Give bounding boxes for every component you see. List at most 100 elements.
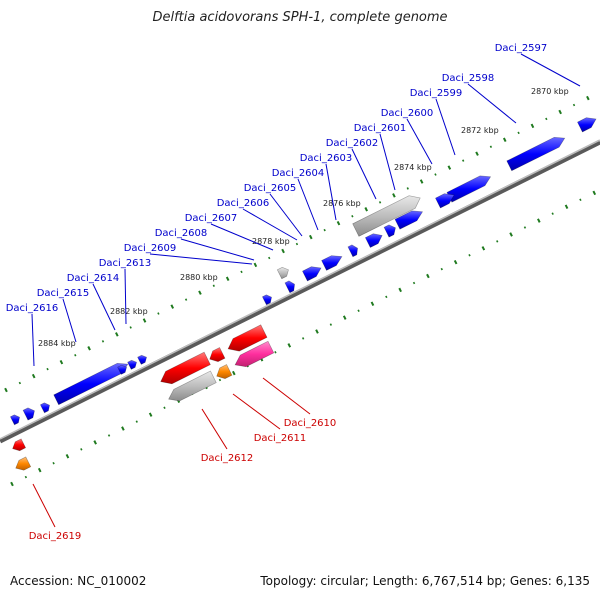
tick-mark-outer: [268, 256, 271, 260]
tick-mark-outer: [406, 187, 409, 190]
gene-forward: [506, 136, 566, 172]
tick-mark-inner: [52, 461, 55, 465]
tick-mark-outer: [309, 234, 313, 240]
gene-pseudo: [276, 266, 289, 280]
tick-mark-inner: [93, 440, 97, 445]
tick-label: 2882 kbp: [110, 307, 148, 316]
tick-mark-inner: [287, 343, 292, 348]
tick-mark-outer: [419, 179, 424, 184]
tick-mark-inner: [523, 226, 527, 229]
tick-mark-outer: [129, 326, 132, 329]
gene-label-forward: Daci_2598: [442, 73, 495, 84]
tick-mark-outer: [586, 95, 590, 101]
gene-label-forward-leader: [269, 193, 303, 237]
tick-mark-inner: [80, 448, 83, 451]
tick-mark-inner: [274, 351, 277, 354]
tick-mark-outer: [517, 131, 520, 135]
tick-mark-inner: [163, 406, 166, 410]
tick-label: 2872 kbp: [461, 126, 499, 135]
tick-mark-inner: [398, 287, 402, 293]
gene-forward: [394, 210, 424, 230]
gene-trna: [216, 364, 233, 380]
tick-mark-outer: [31, 373, 36, 379]
tick-mark-outer: [392, 193, 396, 198]
gene-label-forward: Daci_2601: [354, 123, 407, 134]
tick-mark-outer: [295, 242, 299, 246]
gene-label-forward: Daci_2607: [185, 213, 238, 224]
topology-text: Topology: circular; Length: 6,767,514 bp…: [260, 574, 590, 588]
gene-label-forward: Daci_2614: [67, 273, 120, 284]
tick-mark-inner: [107, 434, 111, 437]
gene-label-forward: Daci_2600: [381, 108, 434, 119]
gene-forward: [40, 402, 50, 414]
tick-mark-outer: [572, 103, 576, 107]
gene-label-forward: Daci_2616: [6, 303, 59, 314]
backbone-layer: [0, 139, 600, 444]
gene-label-forward-leader: [180, 238, 255, 261]
tick-label: 2874 kbp: [394, 163, 432, 172]
gene-label-reverse-leader: [32, 483, 56, 528]
tick-mark-inner: [10, 481, 14, 487]
gene-label-forward: Daci_2603: [300, 153, 353, 164]
gene-forward: [383, 224, 396, 238]
gene-label-reverse-leader: [232, 393, 281, 430]
tick-mark-inner: [426, 273, 430, 279]
tick-mark-inner: [148, 412, 153, 417]
tick-mark-inner: [342, 315, 347, 320]
gene-forward: [127, 359, 137, 370]
tick-mark-outer: [475, 151, 479, 156]
label-layer: Daci_2597 Daci_2598 Daci_2599 Daci_2600 Daci…: [6, 43, 581, 542]
map-title: Delftia acidovorans SPH-1, complete geno…: [152, 10, 448, 25]
genome-backbone: [0, 139, 600, 444]
tick-mark-inner: [135, 420, 138, 423]
tick-mark-inner: [551, 212, 554, 215]
tick-mark-outer: [18, 381, 22, 385]
tick-mark-inner: [24, 475, 28, 479]
gene-label-forward-leader: [124, 268, 127, 325]
gene-label-forward-leader: [435, 98, 456, 156]
tick-mark-outer: [281, 248, 285, 254]
tick-mark-outer: [157, 312, 160, 315]
gene-label-forward-leader: [149, 253, 253, 265]
gene-label-forward-leader: [379, 133, 396, 191]
gene-other: [234, 340, 275, 368]
tick-mark-inner: [509, 232, 513, 237]
tick-mark-inner: [496, 240, 499, 243]
gene-label-forward: Daci_2615: [37, 288, 90, 299]
gene-label-forward: Daci_2608: [155, 228, 208, 239]
gene-forward: [446, 175, 492, 203]
tick-mark-inner: [121, 426, 125, 431]
tick-mark-inner: [412, 281, 416, 285]
tick-mark-inner: [592, 190, 597, 196]
tick-label: 2876 kbp: [323, 199, 361, 208]
tick-mark-outer: [434, 173, 437, 176]
tick-mark-inner: [315, 329, 319, 334]
tick-mark-outer: [489, 145, 493, 148]
tick-mark-outer: [115, 332, 119, 337]
gene-label-forward: Daci_2599: [410, 88, 463, 99]
gene-label-forward-leader: [31, 313, 35, 367]
tick-mark-outer: [545, 117, 548, 121]
gene-forward: [284, 280, 295, 294]
tick-mark-inner: [301, 337, 305, 340]
tick-mark-outer: [447, 165, 452, 170]
gene-label-forward: Daci_2605: [244, 183, 297, 194]
tick-mark-outer: [212, 284, 215, 287]
gene-reverse: [160, 351, 211, 385]
tick-mark-outer: [240, 270, 243, 274]
gene-label-forward-leader: [325, 163, 337, 221]
tick-mark-inner: [37, 467, 42, 473]
tick-mark-inner: [329, 323, 333, 326]
tick-mark-outer: [530, 123, 535, 129]
tick-mark-inner: [468, 253, 471, 257]
tick-label: 2884 kbp: [38, 339, 76, 348]
tick-mark-inner: [579, 198, 582, 202]
tick-mark-outer: [184, 298, 188, 301]
gene-label-forward-leader: [520, 53, 581, 87]
gene-forward: [10, 414, 20, 426]
tick-mark-outer: [364, 207, 368, 212]
tick-mark-outer: [170, 304, 175, 309]
tick-mark-inner: [564, 204, 569, 209]
gene-trna: [15, 456, 32, 471]
